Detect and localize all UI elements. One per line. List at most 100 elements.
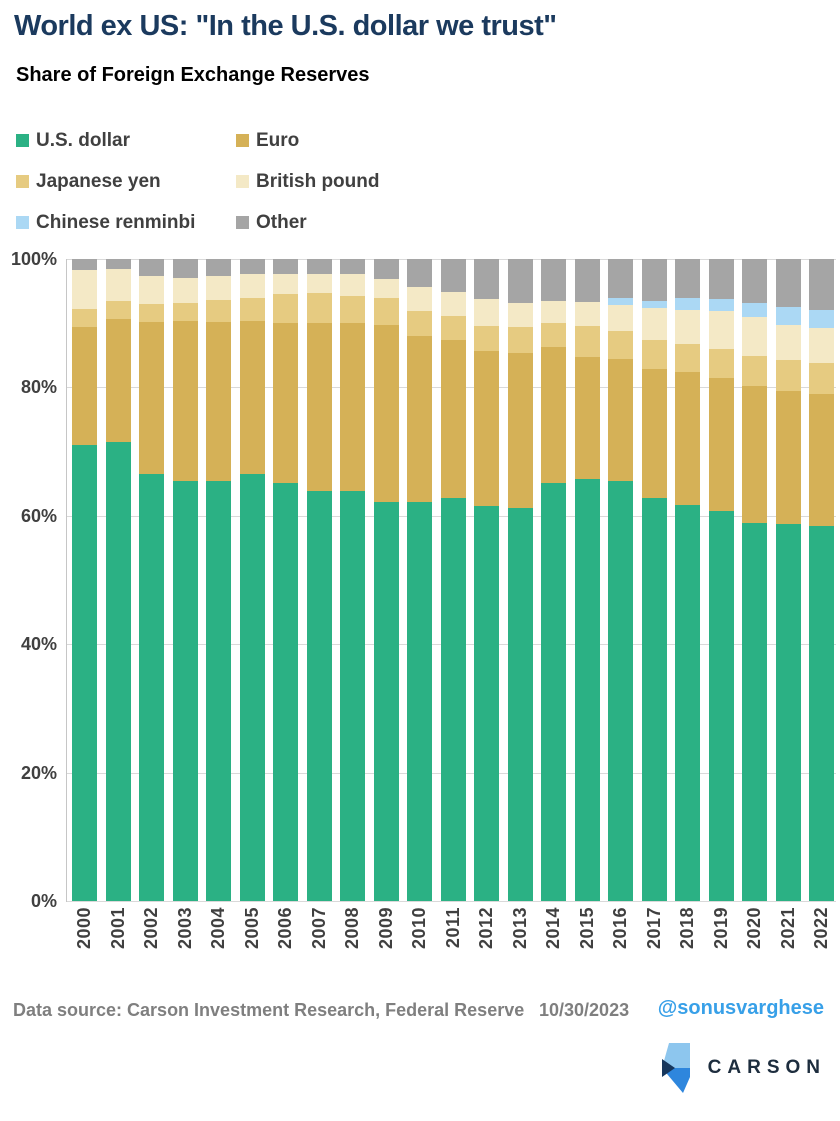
y-tick-label: 60% [20,506,57,526]
x-tick-label: 2002 [139,907,164,992]
legend-swatch [236,134,249,147]
bar-segment [139,259,164,276]
bar-segment [708,259,734,299]
year-label: 2010 [409,907,429,950]
bar-segment [239,474,265,901]
legend-swatch [236,216,249,229]
year-label: 2005 [241,907,262,950]
bar-segment [72,269,97,310]
bar-segment [608,259,633,299]
bar-segment [775,259,801,308]
bar-segment [708,298,734,312]
bar-segment [574,479,600,901]
x-tick-label: 2013 [508,907,533,992]
bar-segment [340,273,365,297]
bar-segment [172,320,198,482]
carson-logo-text: CARSON [707,1057,826,1078]
bar-segment [206,480,231,901]
bar-segment [708,348,734,379]
y-tick-label: 20% [20,763,57,783]
year-label: 2002 [141,907,161,950]
bar-column [541,259,566,901]
bar-segment [72,327,97,445]
bar-segment [105,301,131,319]
x-tick-label: 2008 [340,907,365,992]
x-tick-label: 2022 [809,907,834,992]
bar-segment [206,259,231,276]
x-tick-label: 2005 [240,907,265,992]
bar-segment [72,309,97,328]
legend-swatch [16,134,29,147]
bar-segment [440,498,466,901]
bar-segment [172,277,198,303]
year-label: 2004 [208,907,228,950]
year-label: 2012 [476,907,496,950]
bar-segment [809,394,834,527]
x-tick-label: 2015 [575,907,600,992]
bar-segment [139,321,164,475]
bar-segment [574,259,600,303]
legend: U.S. dollar Euro Japanese yen British pound… [16,120,496,243]
bar-segment [574,326,600,357]
bar-segment [273,483,298,901]
bar-segment [608,330,633,359]
bar-column [172,259,198,901]
year-label: 2022 [811,907,831,950]
bar-segment [440,339,466,499]
year-label: 2019 [710,907,731,950]
bar-column [507,259,533,901]
bar-segment [407,259,432,288]
bar-segment [507,352,533,509]
bar-segment [206,300,231,322]
bar-segment [608,305,633,331]
bar-segment [474,259,499,300]
year-label: 2009 [375,907,396,950]
legend-swatch [16,216,29,229]
x-tick-label: 2012 [474,907,499,992]
year-label: 2003 [174,907,195,950]
bar-segment [742,522,767,901]
bar-segment [775,391,801,524]
bar-segment [105,259,131,270]
y-axis-line [66,259,67,902]
bar-column [775,259,801,901]
x-tick-label: 2016 [608,907,633,992]
bar-segment [641,339,667,369]
bar-column [809,259,834,901]
bar-segment [239,259,265,275]
legend-label: Chinese renminbi [36,211,196,233]
x-tick-label: 2020 [742,907,767,992]
bar-segment [507,259,533,303]
x-tick-label: 2009 [374,907,399,992]
y-tick-label: 40% [20,634,57,654]
bar-segment [306,259,332,275]
bar-segment [474,299,499,326]
legend-item: Other [236,212,496,234]
bar-segment [306,293,332,324]
legend-label: Euro [256,129,300,151]
bar-segment [675,343,700,373]
bar-segment [172,302,198,321]
x-tick-label: 2007 [307,907,332,992]
year-label: 2021 [777,907,798,950]
x-axis-labels: 2000 2001 2002 2003 2004 2005 2006 2007 2008 2009… [67,907,836,992]
legend-label: U.S. dollar [36,129,130,151]
bar-column [708,259,734,901]
bar-segment [172,481,198,901]
carson-logo: CARSON [661,1043,826,1093]
date-text: 10/30/2023 [539,1000,630,1020]
bar-segment [608,358,633,482]
bar-column [139,259,164,901]
bar-segment [306,490,332,901]
bar-segment [608,481,633,901]
page-title: World ex US: "In the U.S. dollar we trus… [14,10,557,42]
bar-column [641,259,667,901]
bar-column [206,259,231,901]
bar-segment [641,300,667,309]
bar-segment [206,275,231,301]
bar-segment [139,303,164,322]
bar-column [608,259,633,901]
bar-segment [373,297,399,325]
legend-swatch [236,175,249,188]
bar-segment [809,310,834,328]
